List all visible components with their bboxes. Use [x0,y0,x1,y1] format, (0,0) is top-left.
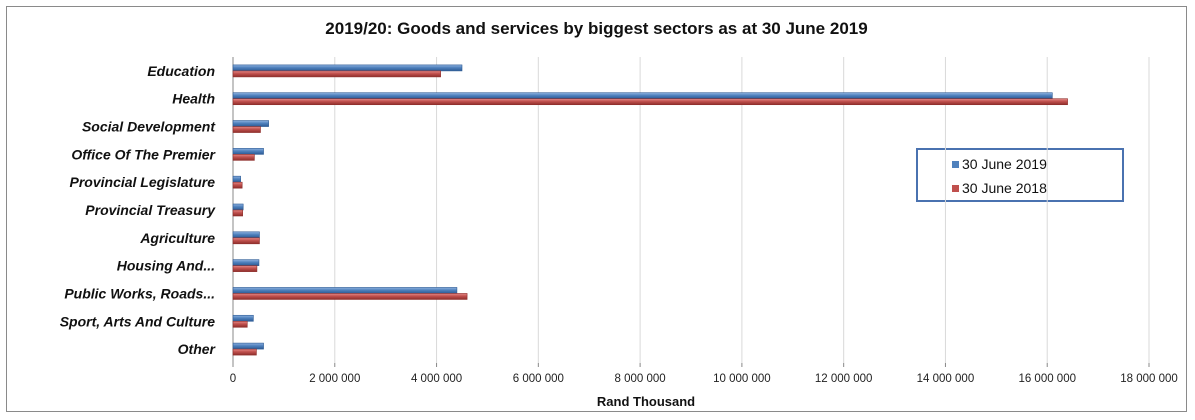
bar-2019 [232,148,264,155]
legend-item-series-2: 30 June 2018 [952,180,1047,196]
x-tick-label: 16 000 000 [1018,373,1076,385]
category-label: Social Development [82,119,216,135]
category-label: Agriculture [139,230,215,246]
legend-swatch-series-1 [952,161,959,168]
x-tick-label: 14 000 000 [917,373,975,385]
bar-2019 [232,175,241,183]
bar-2019 [232,259,260,266]
x-axis-ticks: 0 2 000 000 4 000 000 6 000 000 8 000 000 10 … [230,363,1178,385]
bar-2018 [232,209,243,217]
bar-2019 [232,342,264,350]
bar-2019 [232,92,1053,100]
category-label: Public Works, Roads... [64,285,215,301]
category-label: Other [178,341,217,357]
bar-2018 [232,293,468,300]
bar-2018 [232,98,1068,106]
bar-2018 [232,320,248,328]
x-tick-label: 12 000 000 [815,373,873,385]
x-tick-label: 6 000 000 [513,373,564,385]
x-tick-label: 18 000 000 [1120,373,1178,385]
category-label: Education [147,63,215,79]
bar-2019 [232,314,254,322]
category-label: Provincial Legislature [70,174,216,190]
category-label: Provincial Treasury [85,202,216,218]
category-label: Sport, Arts And Culture [60,313,216,329]
legend-label-series-1: 30 June 2019 [962,156,1047,172]
category-label: Health [172,91,215,107]
bar-2019 [232,203,244,211]
x-axis-title: Rand Thousand [597,394,695,409]
bar-2018 [232,265,258,272]
legend-item-series-1: 30 June 2019 [952,156,1047,172]
bar-2018 [232,237,260,245]
category-label: Housing And... [117,258,215,274]
bar-2019 [232,120,269,127]
x-tick-label: 8 000 000 [615,373,666,385]
category-labels: Education Health Social Development Office … [60,63,217,357]
bar-2018 [232,181,243,189]
bar-2019 [232,287,458,294]
legend-swatch-series-2 [952,185,959,192]
legend-label-series-2: 30 June 2018 [962,180,1047,196]
bars [232,64,1068,356]
bar-2018 [232,126,261,133]
chart-frame: 2019/20: Goods and services by biggest s… [6,6,1187,412]
bar-2018 [232,348,257,356]
x-tick-label: 2 000 000 [309,373,360,385]
bar-2019 [232,231,260,239]
bar-2018 [232,154,255,161]
x-tick-label: 0 [230,373,236,385]
chart-title: 2019/20: Goods and services by biggest s… [325,19,868,38]
bar-2019 [232,64,463,72]
x-tick-label: 4 000 000 [411,373,462,385]
bar-2018 [232,70,441,78]
category-label: Office Of The Premier [71,146,216,162]
x-tick-label: 10 000 000 [713,373,771,385]
legend: 30 June 2019 30 June 2018 [916,148,1124,202]
